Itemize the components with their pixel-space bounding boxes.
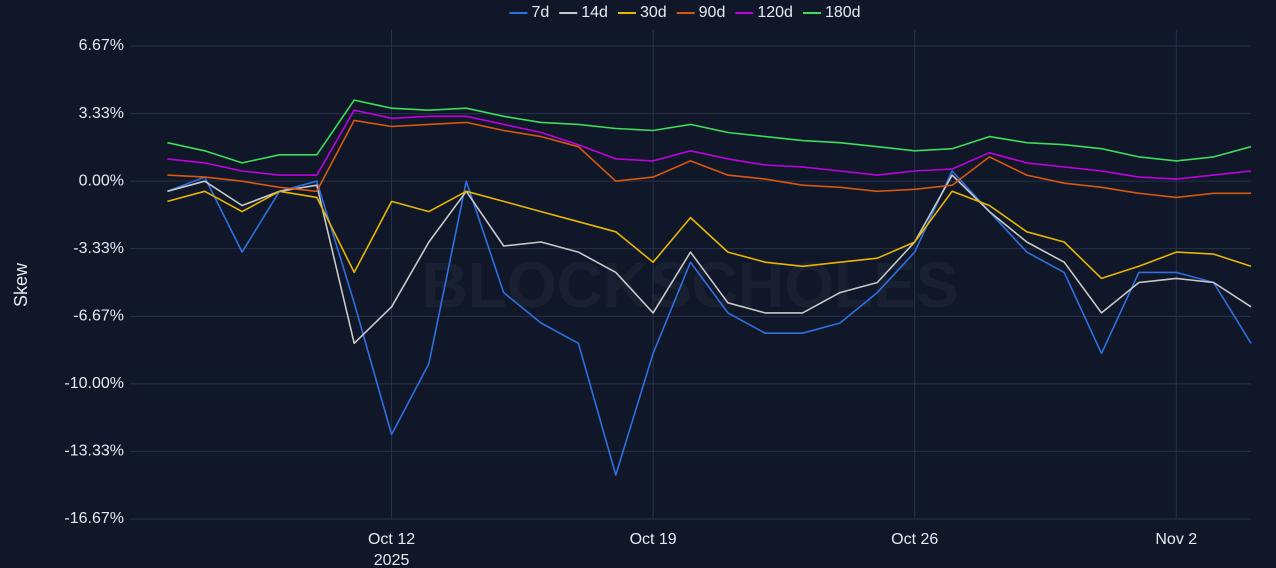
y-tick-label: -13.33% xyxy=(64,443,124,460)
y-tick-label: -16.67% xyxy=(64,510,124,527)
series-line xyxy=(167,119,1251,199)
x-tick-label: Oct 26 xyxy=(891,531,938,548)
legend-label: 14d xyxy=(581,4,608,21)
legend-label: 180d xyxy=(825,4,861,21)
y-tick-label: -10.00% xyxy=(64,375,124,392)
y-tick-label: -6.67% xyxy=(73,308,124,325)
series-line xyxy=(167,109,1252,180)
y-tick-label: 3.33% xyxy=(79,105,124,122)
legend-label: 120d xyxy=(757,4,793,21)
series-line xyxy=(167,99,1252,164)
series-line xyxy=(167,190,1252,280)
y-tick-label: -3.33% xyxy=(73,240,124,257)
y-tick-label: 6.67% xyxy=(79,37,124,54)
x-tick-label: Nov 2 xyxy=(1155,531,1197,548)
x-tick-label: Oct 12 xyxy=(368,531,415,548)
x-tick-year: 2025 xyxy=(374,552,410,568)
x-tick-label: Oct 19 xyxy=(630,531,677,548)
legend-label: 90d xyxy=(699,4,726,21)
y-axis-label: Skew xyxy=(11,262,31,307)
watermark: BLOCKSCHOLES xyxy=(422,249,959,321)
y-tick-label: 0.00% xyxy=(79,172,124,189)
legend-label: 30d xyxy=(640,4,667,21)
legend-label: 7d xyxy=(531,4,549,21)
series-line xyxy=(167,170,1252,476)
series-line xyxy=(167,174,1252,345)
